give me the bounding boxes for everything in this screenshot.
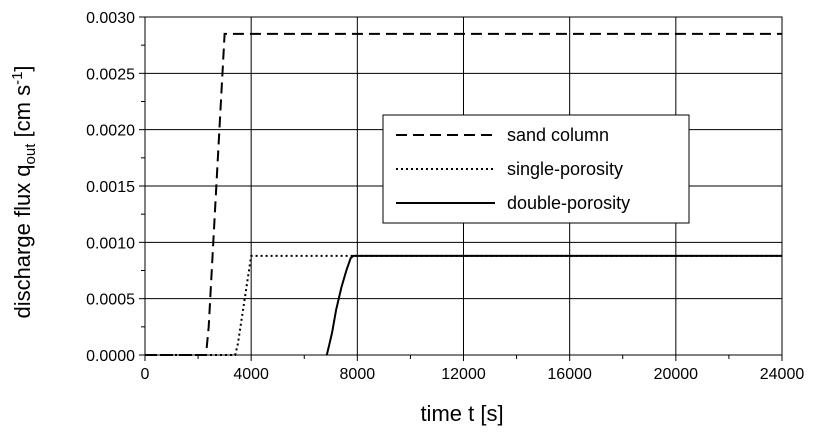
y-tick-label: 0.0025 bbox=[86, 66, 135, 83]
y-tick-label: 0.0010 bbox=[86, 235, 135, 252]
y-tick-label: 0.0015 bbox=[86, 179, 135, 196]
axis-ticks: 0 4000 8000 12000 16000 20000 24000 0.0000 0.000… bbox=[86, 10, 804, 383]
y-tick-label: 0.0020 bbox=[86, 123, 135, 140]
y-tick-label: 0.0005 bbox=[86, 292, 135, 309]
x-tick-label: 20000 bbox=[654, 366, 699, 383]
legend-label-single-porosity: single-porosity bbox=[507, 159, 623, 179]
y-label-subscript: out bbox=[22, 143, 39, 165]
x-tick-label: 12000 bbox=[441, 366, 486, 383]
legend-label-double-porosity: double-porosity bbox=[507, 193, 630, 213]
y-label-middle: [cm s bbox=[10, 85, 35, 144]
legend-box bbox=[382, 114, 690, 224]
y-axis-label: discharge flux qout [cm s-1] bbox=[9, 65, 39, 318]
x-tick-label: 0 bbox=[141, 366, 150, 383]
x-tick-label: 24000 bbox=[760, 366, 805, 383]
x-tick-label: 8000 bbox=[340, 366, 376, 383]
x-tick-label: 16000 bbox=[547, 366, 592, 383]
x-tick-label: 4000 bbox=[233, 366, 269, 383]
legend: sand column single-porosity double-porosit… bbox=[382, 114, 690, 224]
y-tick-label: 0.0030 bbox=[86, 10, 135, 27]
series-line-double-porosity bbox=[325, 254, 782, 356]
x-axis-label: time t [s] bbox=[420, 401, 503, 426]
y-tick-label: 0.0000 bbox=[86, 348, 135, 365]
legend-label-sand-column: sand column bbox=[507, 125, 609, 145]
y-label-superscript: -1 bbox=[9, 72, 26, 85]
y-label-suffix: ] bbox=[10, 65, 35, 71]
series-layer bbox=[145, 32, 782, 356]
y-label-prefix: discharge flux q bbox=[10, 164, 35, 318]
series-line-single-porosity bbox=[145, 254, 782, 356]
